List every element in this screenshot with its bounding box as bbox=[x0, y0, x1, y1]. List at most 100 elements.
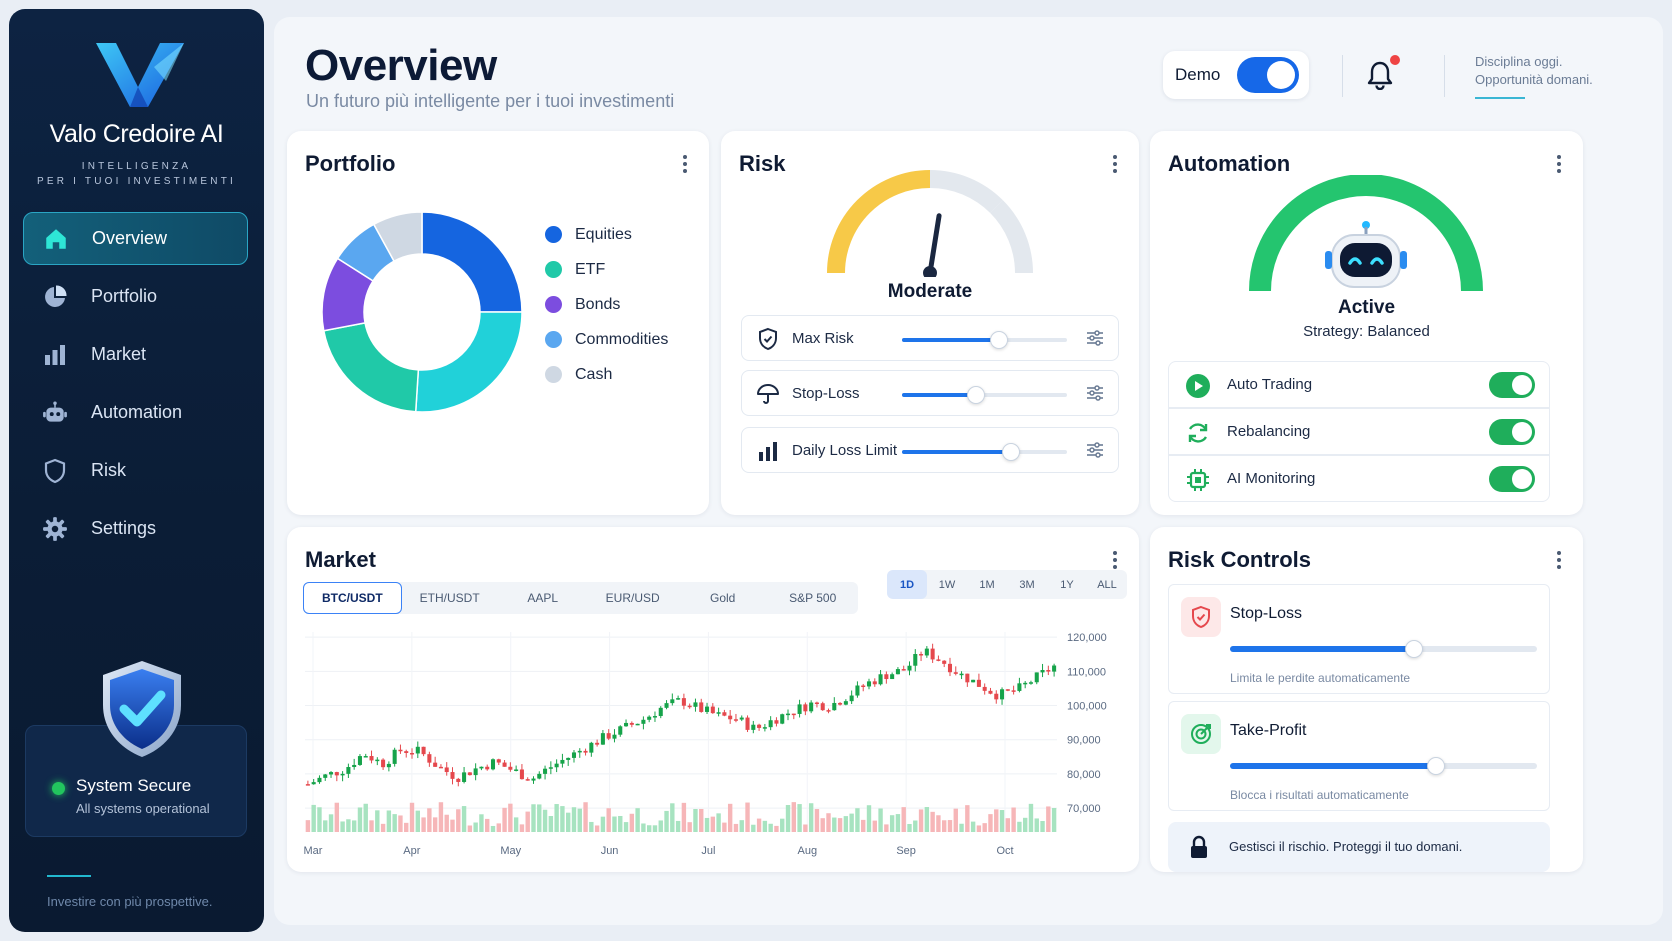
candle-body bbox=[780, 714, 785, 724]
volume-bar bbox=[380, 823, 386, 832]
tab-btc-usdt[interactable]: BTC/USDT bbox=[303, 582, 402, 614]
adjust-icon[interactable] bbox=[1086, 384, 1104, 402]
adjust-icon[interactable] bbox=[1086, 329, 1104, 347]
demo-toggle[interactable] bbox=[1237, 57, 1299, 93]
candle-body bbox=[785, 713, 791, 716]
demo-mode-switch[interactable]: Demo bbox=[1163, 51, 1309, 99]
tab-aapl[interactable]: AAPL bbox=[527, 591, 559, 605]
tab-eth-usdt[interactable]: ETH/USDT bbox=[419, 591, 480, 605]
range-1m[interactable]: 1M bbox=[979, 578, 995, 591]
take-profit-slider[interactable] bbox=[1230, 757, 1537, 775]
candle-body bbox=[479, 766, 484, 769]
max-risk-slider-row: Max Risk bbox=[741, 315, 1119, 361]
candle-body bbox=[537, 773, 542, 779]
x-tick-label: Jun bbox=[601, 845, 619, 857]
volume-bar bbox=[895, 814, 901, 832]
candle-body bbox=[907, 665, 912, 671]
home-icon bbox=[42, 225, 70, 253]
volume-bar bbox=[612, 816, 617, 832]
volume-bar bbox=[635, 808, 640, 832]
volume-bar bbox=[340, 821, 345, 832]
stop-loss-slider[interactable] bbox=[902, 386, 1067, 404]
daily-loss-limit-slider[interactable] bbox=[902, 443, 1067, 461]
sidebar-item-label: Automation bbox=[91, 402, 183, 422]
volume-bar bbox=[450, 819, 455, 832]
tab-sp500[interactable]: S&P 500 bbox=[789, 591, 837, 605]
volume-bar bbox=[762, 820, 768, 832]
ai-monitoring-toggle[interactable] bbox=[1489, 466, 1535, 492]
volume-bar bbox=[461, 806, 467, 832]
target-icon bbox=[1181, 714, 1221, 754]
adjust-icon[interactable] bbox=[1086, 441, 1104, 459]
candle-body bbox=[797, 704, 802, 714]
volume-bar bbox=[456, 809, 461, 832]
slider-handle[interactable] bbox=[990, 331, 1009, 349]
volume-bar bbox=[432, 817, 438, 832]
sidebar-item-market[interactable]: Market bbox=[23, 328, 248, 381]
candle-body bbox=[872, 681, 877, 685]
more-options-icon[interactable] bbox=[1557, 153, 1563, 175]
y-tick-label: 120,000 bbox=[1067, 632, 1107, 644]
sidebar-footer-text: Investire con più prospettive. bbox=[47, 894, 213, 909]
volume-bar bbox=[843, 816, 849, 832]
volume-bar bbox=[600, 816, 606, 832]
rebalancing-toggle[interactable] bbox=[1489, 419, 1535, 445]
candle-body bbox=[768, 720, 773, 728]
slider-handle[interactable] bbox=[967, 386, 986, 404]
range-all[interactable]: ALL bbox=[1097, 578, 1117, 591]
candle-body bbox=[1040, 670, 1045, 673]
range-1d[interactable]: 1D bbox=[887, 570, 927, 599]
volume-bar bbox=[531, 804, 536, 832]
volume-bar bbox=[820, 818, 825, 832]
candle-body bbox=[699, 702, 704, 712]
more-options-icon[interactable] bbox=[683, 153, 689, 175]
candle-body bbox=[531, 778, 536, 781]
volume-bar bbox=[930, 811, 935, 832]
legend-label: Commodities bbox=[575, 330, 669, 348]
sidebar-item-settings[interactable]: Settings bbox=[23, 502, 248, 555]
slider-handle[interactable] bbox=[1405, 640, 1424, 658]
candle-body bbox=[323, 774, 328, 778]
candle-body bbox=[687, 705, 692, 708]
volume-bar bbox=[797, 804, 802, 832]
page-subtitle: Un futuro più intelligente per i tuoi in… bbox=[306, 91, 675, 111]
max-risk-slider[interactable] bbox=[902, 331, 1067, 349]
volume-bar bbox=[942, 820, 947, 832]
sidebar-item-risk[interactable]: Risk bbox=[23, 444, 248, 497]
volume-bar bbox=[878, 808, 883, 832]
range-1w[interactable]: 1W bbox=[938, 578, 956, 591]
range-3m[interactable]: 3M bbox=[1019, 578, 1035, 591]
volume-bar bbox=[855, 808, 860, 832]
candle-body bbox=[554, 763, 559, 768]
more-options-icon[interactable] bbox=[1113, 549, 1119, 571]
candle-body bbox=[398, 749, 403, 752]
candle-body bbox=[334, 772, 339, 776]
volume-bar bbox=[670, 803, 675, 832]
tab-gold[interactable]: Gold bbox=[710, 591, 736, 605]
risk-controls-card: Risk Controls Stop-Loss Limita le perdit… bbox=[1150, 527, 1583, 872]
volume-bar bbox=[502, 807, 507, 832]
volume-bar bbox=[988, 814, 993, 832]
sidebar-item-portfolio[interactable]: Portfolio bbox=[23, 270, 248, 323]
stop-loss-slider[interactable] bbox=[1230, 640, 1537, 658]
slider-handle[interactable] bbox=[1001, 443, 1020, 461]
volume-bar bbox=[566, 812, 571, 832]
more-options-icon[interactable] bbox=[1557, 549, 1563, 571]
volume-bar bbox=[351, 820, 357, 832]
sidebar-item-automation[interactable]: Automation bbox=[23, 386, 248, 439]
volume-bar bbox=[1051, 807, 1057, 832]
candle-body bbox=[1005, 689, 1010, 691]
auto-trading-toggle[interactable] bbox=[1489, 372, 1535, 398]
tab-eur-usd[interactable]: EUR/USD bbox=[605, 591, 660, 605]
more-options-icon[interactable] bbox=[1113, 153, 1119, 175]
play-icon bbox=[1186, 374, 1210, 398]
volume-bar bbox=[1046, 806, 1051, 832]
sidebar-item-overview[interactable]: Overview bbox=[23, 212, 248, 265]
brand-name: Valo Credoire AI bbox=[49, 120, 224, 148]
volume-bar bbox=[687, 822, 692, 832]
range-1y[interactable]: 1Y bbox=[1060, 578, 1074, 591]
ai-monitoring-row: AI Monitoring bbox=[1168, 455, 1550, 502]
card-title: Portfolio bbox=[305, 151, 396, 176]
notification-bell-icon[interactable] bbox=[1366, 60, 1394, 90]
slider-handle[interactable] bbox=[1426, 757, 1445, 775]
